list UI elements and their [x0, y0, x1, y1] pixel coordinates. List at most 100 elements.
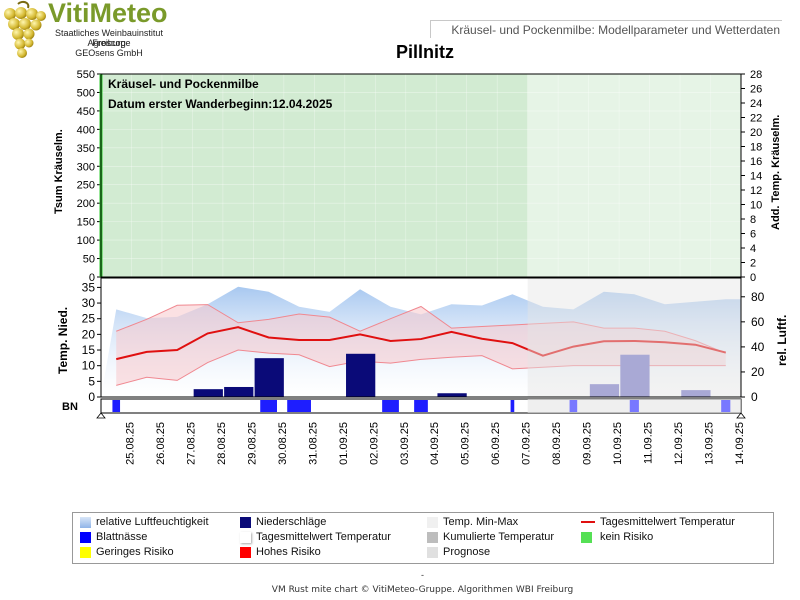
lower-left-tick-label: 35 [82, 280, 96, 294]
page-subtitle: Kräusel- und Pockenmilbe: Modellparamete… [430, 20, 782, 38]
legend-label-no-risk: kein Risiko [600, 531, 654, 543]
upper-right-tick-label: 14 [750, 171, 762, 183]
x-tick-label: 13.09.25 [704, 422, 716, 465]
leaf-wetness-bar [382, 400, 399, 412]
legend-label-minmax: Temp. Min-Max [443, 516, 519, 528]
x-tick-label: 12.09.25 [673, 422, 685, 465]
series-mean-temp-line [116, 326, 727, 361]
vitimeteo-logo: VitiMeteo Staatliches Weinbauinstitut Fr… [0, 0, 190, 62]
leaf-wetness-bar [414, 400, 428, 412]
upper-right-tick-label: 20 [750, 127, 762, 139]
upper-right-tick-label: 12 [750, 185, 762, 197]
leaf-wetness-bar [112, 400, 121, 412]
legend-swatch-precipitation [240, 517, 251, 528]
x-tick-label: 02.09.25 [368, 422, 380, 465]
precipitation-bar [620, 354, 650, 397]
upper-right-tick-label: 2 [750, 258, 756, 270]
x-tick-label: 31.08.25 [307, 422, 319, 465]
upper-right-tick-label: 26 [750, 84, 762, 96]
x-tick-label: 11.09.25 [643, 422, 655, 464]
leaf-wetness-bar [510, 400, 515, 412]
upper-right-tick-label: 24 [750, 98, 762, 110]
x-tick-label: 08.09.25 [551, 422, 563, 465]
upper-annotation-title: Kräusel- und Pockenmilbe [108, 77, 259, 91]
precipitation-bar [224, 386, 254, 397]
upper-right-tick-label: 28 [750, 69, 762, 81]
leaf-wetness-bar [721, 400, 731, 412]
legend-label-precipitation: Niederschläge [256, 516, 327, 528]
upper-left-tick-label: 0 [89, 272, 95, 284]
upper-plot-frame [100, 73, 742, 278]
lower-right-tick-label: 20 [751, 365, 765, 379]
upper-left-tick-label: 100 [77, 235, 95, 247]
legend-swatch-cumulative-temp [427, 532, 438, 543]
legend-label-high-risk: Hohes Risiko [256, 546, 321, 558]
lower-left-tick-label: 25 [82, 312, 96, 326]
x-tick-label: 07.09.25 [521, 422, 533, 465]
lower-ylabel: Temp. Nied. [56, 307, 70, 374]
upper-left-tick-label: 200 [77, 198, 95, 210]
upper-y2label: Add. Temp. Kräuselm. [770, 115, 782, 230]
brand-line-2: Agroscope [87, 38, 131, 48]
precipitation-bar [589, 384, 620, 397]
legend-swatch-leaf-wetness [80, 532, 91, 543]
legend-swatch-low-risk [80, 547, 91, 558]
upper-left-tick-label: 400 [77, 124, 95, 136]
upper-left-tick-label: 250 [77, 180, 95, 192]
x-tick-label: 10.09.25 [612, 422, 624, 465]
lower-y2label: rel. Luftf. [775, 315, 789, 366]
lower-right-tick-label: 40 [751, 340, 765, 354]
x-tick-label: 14.09.25 [734, 422, 746, 465]
legend-label-cumulative-temp: Kumulierte Temperatur [443, 531, 555, 543]
brand-name: VitiMeteo [48, 0, 168, 28]
upper-right-tick-label: 10 [750, 200, 762, 212]
upper-right-tick-label: 0 [750, 272, 756, 284]
scroll-right-arrow [736, 412, 746, 419]
x-tick-label: 04.09.25 [429, 422, 441, 465]
lower-left-tick-label: 5 [88, 374, 95, 388]
precipitation-bar [681, 390, 711, 397]
legend-swatch-mean-temp-line [581, 521, 595, 523]
x-tick-label: 27.08.25 [185, 422, 197, 465]
legend-label-forecast: Prognose [443, 546, 491, 558]
grape-icon [4, 0, 46, 58]
precipitation-bar [254, 358, 284, 397]
x-tick-label: 28.08.25 [216, 422, 228, 465]
upper-left-tick-label: 300 [77, 161, 95, 173]
upper-left-tick-label: 450 [77, 106, 95, 118]
x-tick-label: 01.09.25 [338, 422, 350, 465]
leaf-wetness-bar [569, 400, 578, 412]
x-tick-label: 06.09.25 [490, 422, 502, 465]
legend-swatch-minmax [427, 517, 438, 528]
upper-right-tick-label: 8 [750, 214, 756, 226]
x-tick-label: 09.09.25 [582, 422, 594, 465]
lower-left-tick-label: 15 [82, 343, 96, 357]
legend-swatch-forecast [427, 547, 438, 558]
leaf-wetness-label: BN [62, 401, 78, 413]
legend-swatch-no-risk [581, 532, 592, 543]
x-tick-label: 26.08.25 [155, 422, 167, 465]
series-temp-max-line [116, 304, 726, 354]
upper-ylabel: Tsum Kräuselm. [53, 129, 65, 214]
brand-line-3: GEOsens GmbH [75, 48, 143, 58]
x-tick-label: 29.08.25 [246, 422, 258, 465]
lower-left-tick-label: 10 [82, 359, 96, 373]
station-title: Pillnitz [396, 42, 454, 62]
upper-left-tick-label: 550 [77, 69, 95, 81]
lower-left-tick-label: 30 [82, 296, 96, 310]
lower-right-tick-label: 0 [751, 390, 758, 404]
lower-left-tick-label: 0 [88, 390, 95, 404]
legend: relative Luftfeuchtigkeit Niederschläge … [72, 512, 774, 564]
x-tick-label: 05.09.25 [460, 422, 472, 465]
upper-right-tick-label: 6 [750, 229, 756, 241]
upper-left-tick-label: 350 [77, 143, 95, 155]
upper-right-tick-label: 22 [750, 113, 762, 125]
precipitation-bar [193, 389, 223, 397]
lower-forecast-shade [527, 278, 741, 397]
leaf-wetness-bar [260, 400, 277, 412]
footer-credit: VM Rust mite chart © VitiMeteo-Gruppe. A… [271, 585, 574, 595]
upper-plot-background [101, 74, 741, 277]
upper-right-tick-label: 18 [750, 142, 762, 154]
upper-right-tick-label: 16 [750, 156, 762, 168]
x-tick-label: 30.08.25 [277, 422, 289, 465]
